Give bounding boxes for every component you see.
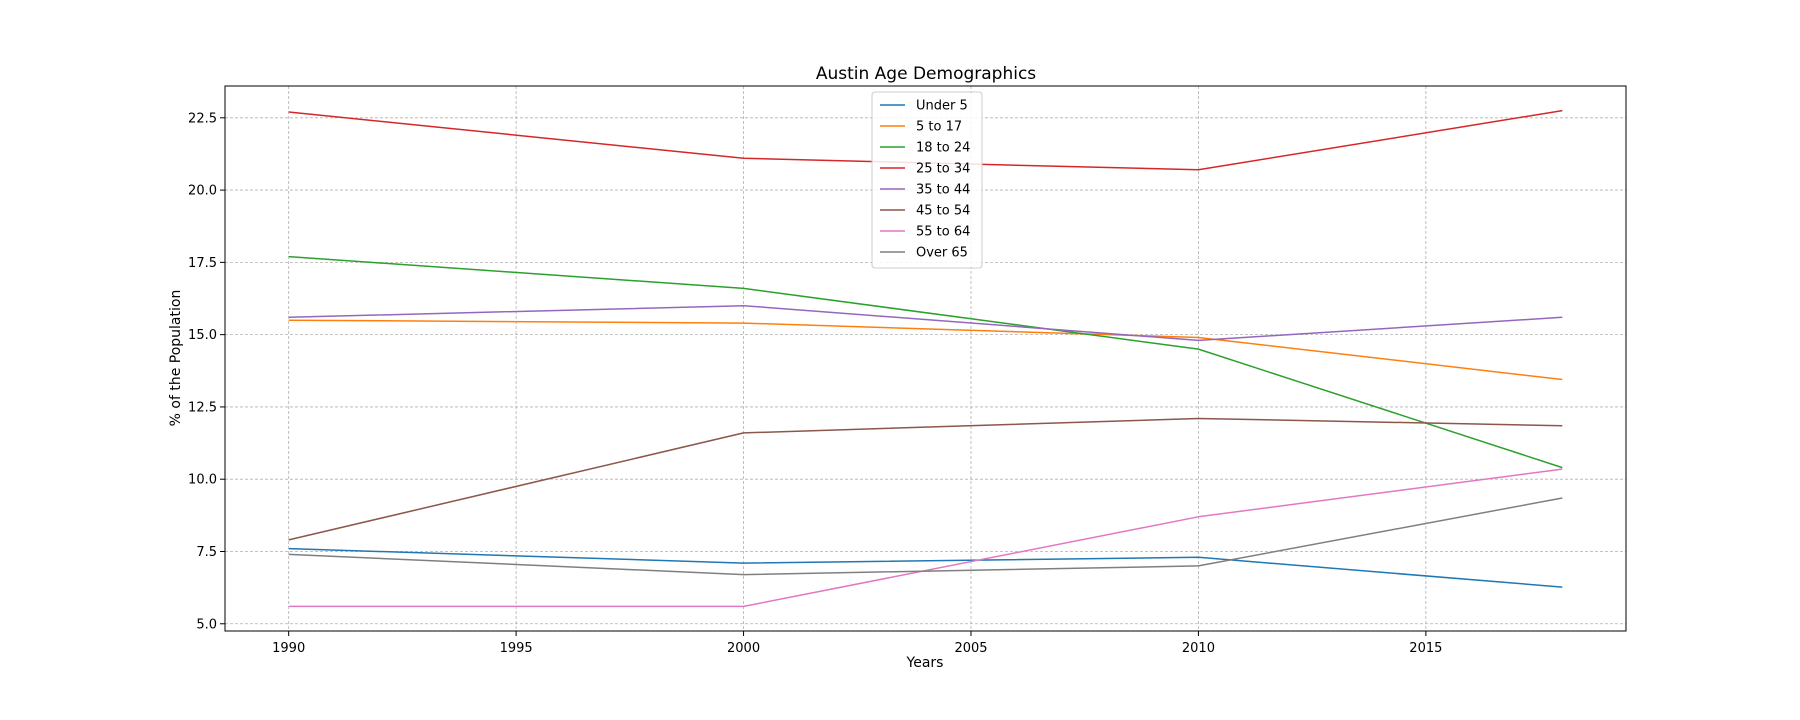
- chart-title: Austin Age Demographics: [816, 64, 1036, 84]
- x-tick-label: 1995: [500, 641, 533, 656]
- x-tick-label: 2010: [1182, 641, 1215, 656]
- legend-label: 45 to 54: [916, 204, 970, 219]
- legend-label: Over 65: [916, 246, 968, 261]
- legend-label: 55 to 64: [916, 225, 970, 240]
- plot-frame: [224, 85, 1627, 632]
- series-line: [288, 468, 1563, 608]
- legend-label: 35 to 44: [916, 183, 970, 198]
- x-axis-label: Years: [906, 655, 944, 671]
- series-line: [288, 497, 1563, 576]
- x-axis: 1990 1995 2000 2005 2010 2015: [272, 631, 1442, 656]
- y-tick-label: 22.5: [188, 111, 217, 126]
- legend-box: [871, 91, 983, 269]
- series-lines: [288, 109, 1563, 608]
- y-tick-label: 17.5: [188, 256, 217, 271]
- series-line: [288, 255, 1563, 469]
- x-tick-label: 1990: [272, 641, 305, 656]
- series-line: [288, 319, 1563, 381]
- y-tick-label: 20.0: [188, 184, 217, 199]
- y-tick-label: 12.5: [188, 400, 217, 415]
- y-tick-label: 10.0: [188, 473, 217, 488]
- series-line: [288, 417, 1563, 541]
- x-tick-label: 2005: [954, 641, 987, 656]
- x-tick-label: 2015: [1409, 641, 1442, 656]
- y-tick-label: 5.0: [196, 617, 217, 632]
- x-tick-label: 2000: [727, 641, 760, 656]
- legend-label: 25 to 34: [916, 162, 970, 177]
- y-axis: 5.0 7.5 10.0 12.5 15.0 17.5 20.0 22.5: [188, 111, 225, 632]
- legend-label: Under 5: [916, 99, 968, 114]
- legend-label: 18 to 24: [916, 141, 970, 156]
- legend-label: 5 to 17: [916, 120, 962, 135]
- legend: Under 5 5 to 17 18 to 24 25 to 34 35 to 44 45…: [871, 91, 983, 269]
- y-tick-label: 7.5: [196, 545, 217, 560]
- y-tick-label: 15.0: [188, 328, 217, 343]
- y-axis-label: % of the Population: [168, 290, 184, 427]
- series-line: [288, 547, 1563, 588]
- series-line: [288, 304, 1563, 342]
